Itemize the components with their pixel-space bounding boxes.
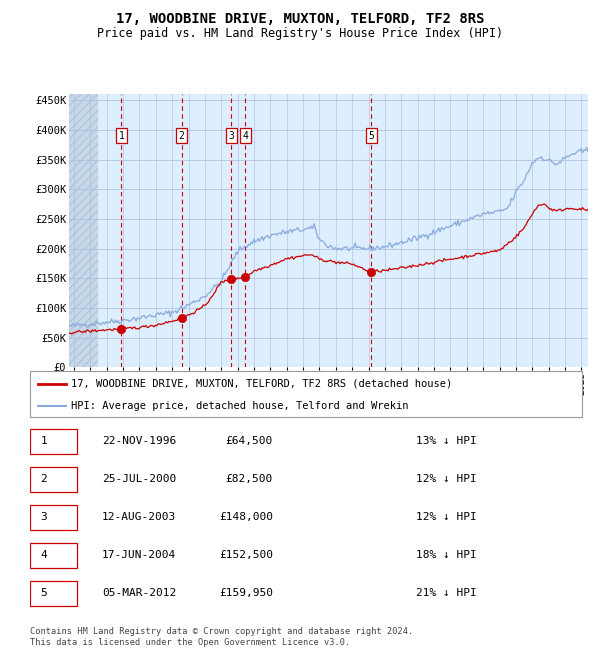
Text: Contains HM Land Registry data © Crown copyright and database right 2024.
This d: Contains HM Land Registry data © Crown c… xyxy=(30,627,413,647)
FancyBboxPatch shape xyxy=(30,429,77,454)
Text: 2: 2 xyxy=(40,474,47,484)
Text: £64,500: £64,500 xyxy=(226,437,273,447)
Text: 22-NOV-1996: 22-NOV-1996 xyxy=(102,437,176,447)
FancyBboxPatch shape xyxy=(30,504,77,530)
Text: 17-JUN-2004: 17-JUN-2004 xyxy=(102,551,176,560)
Bar xyxy=(69,94,98,367)
Text: £159,950: £159,950 xyxy=(219,588,273,598)
Text: 1: 1 xyxy=(40,437,47,447)
Text: £152,500: £152,500 xyxy=(219,551,273,560)
Text: 21% ↓ HPI: 21% ↓ HPI xyxy=(416,588,477,598)
Text: 13% ↓ HPI: 13% ↓ HPI xyxy=(416,437,477,447)
Text: 2: 2 xyxy=(179,131,185,141)
Text: £82,500: £82,500 xyxy=(226,474,273,484)
Text: 4: 4 xyxy=(242,131,248,141)
Text: 18% ↓ HPI: 18% ↓ HPI xyxy=(416,551,477,560)
Text: 5: 5 xyxy=(368,131,374,141)
Text: Price paid vs. HM Land Registry's House Price Index (HPI): Price paid vs. HM Land Registry's House … xyxy=(97,27,503,40)
Text: 3: 3 xyxy=(40,512,47,523)
Text: HPI: Average price, detached house, Telford and Wrekin: HPI: Average price, detached house, Telf… xyxy=(71,400,409,411)
FancyBboxPatch shape xyxy=(30,467,77,492)
Text: 12% ↓ HPI: 12% ↓ HPI xyxy=(416,474,477,484)
Text: 5: 5 xyxy=(40,588,47,598)
Text: 4: 4 xyxy=(40,551,47,560)
Text: 12-AUG-2003: 12-AUG-2003 xyxy=(102,512,176,523)
Text: 1: 1 xyxy=(118,131,124,141)
FancyBboxPatch shape xyxy=(30,543,77,568)
FancyBboxPatch shape xyxy=(30,370,582,417)
FancyBboxPatch shape xyxy=(30,580,77,606)
Text: 3: 3 xyxy=(229,131,235,141)
Text: 17, WOODBINE DRIVE, MUXTON, TELFORD, TF2 8RS (detached house): 17, WOODBINE DRIVE, MUXTON, TELFORD, TF2… xyxy=(71,378,452,389)
Text: £148,000: £148,000 xyxy=(219,512,273,523)
Text: 12% ↓ HPI: 12% ↓ HPI xyxy=(416,512,477,523)
Text: 05-MAR-2012: 05-MAR-2012 xyxy=(102,588,176,598)
Text: 25-JUL-2000: 25-JUL-2000 xyxy=(102,474,176,484)
Text: 17, WOODBINE DRIVE, MUXTON, TELFORD, TF2 8RS: 17, WOODBINE DRIVE, MUXTON, TELFORD, TF2… xyxy=(116,12,484,26)
